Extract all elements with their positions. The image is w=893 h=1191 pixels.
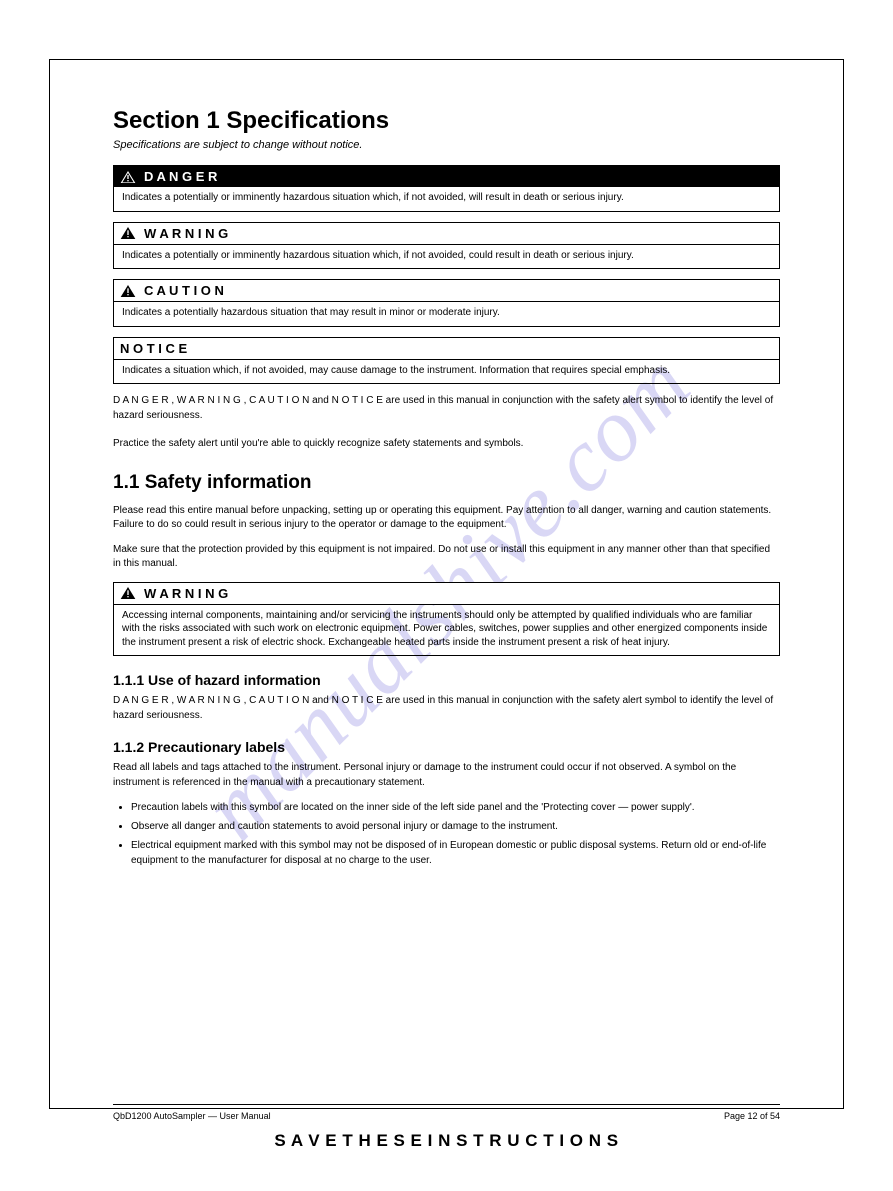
alert-notice-header: N O T I C E [114, 338, 779, 360]
footer-left: QbD1200 AutoSampler — User Manual [113, 1111, 271, 1121]
alert-notice-body: Indicates a situation which, if not avoi… [114, 360, 779, 384]
precaution-labels-lead: Read all labels and tags attached to the… [113, 761, 780, 790]
alert-danger-body: Indicates a potentially or imminently ha… [114, 187, 779, 211]
alert-caution-label: C A U T I O N [144, 283, 224, 298]
footer-right: Page 12 of 54 [724, 1111, 780, 1121]
alert-danger-header: D A N G E R [114, 166, 779, 187]
page-content: Section 1 Specifications Specifications … [113, 85, 780, 872]
alert-caution-body: Indicates a potentially hazardous situat… [114, 302, 779, 326]
precaution-labels-list: Precaution labels with this symbol are l… [113, 800, 780, 868]
hazard-info-body: D A N G E R , W A R N I N G , C A U T I … [113, 694, 780, 723]
subsection-safety-title: 1.1 Safety information [113, 472, 780, 494]
section-title: Section 1 Specifications [113, 107, 780, 135]
warning-triangle-icon [120, 226, 136, 240]
list-item: Electrical equipment marked with this sy… [131, 838, 780, 868]
alert-notice-label: N O T I C E [120, 341, 187, 356]
alert-caution-header: C A U T I O N [114, 280, 779, 302]
alert-warning: W A R N I N G Indicates a potentially or… [113, 222, 780, 270]
safety-paragraph-2: Make sure that the protection provided b… [113, 543, 780, 572]
alert-warning-large-body: Accessing internal components, maintaini… [114, 605, 779, 656]
alert-warning-large-label: W A R N I N G [144, 586, 228, 601]
save-instructions-banner: S A V E T H E S E I N S T R U C T I O N … [49, 1131, 844, 1151]
alert-warning-label: W A R N I N G [144, 226, 228, 241]
section-subtitle: Specifications are subject to change wit… [113, 139, 780, 151]
precaution-labels-title: 1.1.2 Precautionary labels [113, 739, 780, 755]
safety-paragraph-1: Please read this entire manual before un… [113, 504, 780, 533]
list-item: Precaution labels with this symbol are l… [131, 800, 780, 815]
list-item: Observe all danger and caution statement… [131, 819, 780, 834]
alert-danger: D A N G E R Indicates a potentially or i… [113, 165, 780, 212]
alert-warning-large-header: W A R N I N G [114, 583, 779, 605]
alert-warning-header: W A R N I N G [114, 223, 779, 245]
alert-danger-label: D A N G E R [144, 169, 217, 184]
alert-notice: N O T I C E Indicates a situation which,… [113, 337, 780, 385]
alert-caution: C A U T I O N Indicates a potentially ha… [113, 279, 780, 327]
warning-triangle-icon [120, 170, 136, 184]
practice-paragraph: Practice the safety alert until you're a… [113, 437, 780, 452]
alert-warning-large: W A R N I N G Accessing internal compone… [113, 582, 780, 657]
alert-warning-body: Indicates a potentially or imminently ha… [114, 245, 779, 269]
page-footer: QbD1200 AutoSampler — User Manual Page 1… [113, 1104, 780, 1121]
warning-triangle-icon [120, 284, 136, 298]
hazard-info-title: 1.1.1 Use of hazard information [113, 672, 780, 688]
intro-paragraph: D A N G E R , W A R N I N G , C A U T I … [113, 394, 780, 423]
warning-triangle-icon [120, 586, 136, 600]
